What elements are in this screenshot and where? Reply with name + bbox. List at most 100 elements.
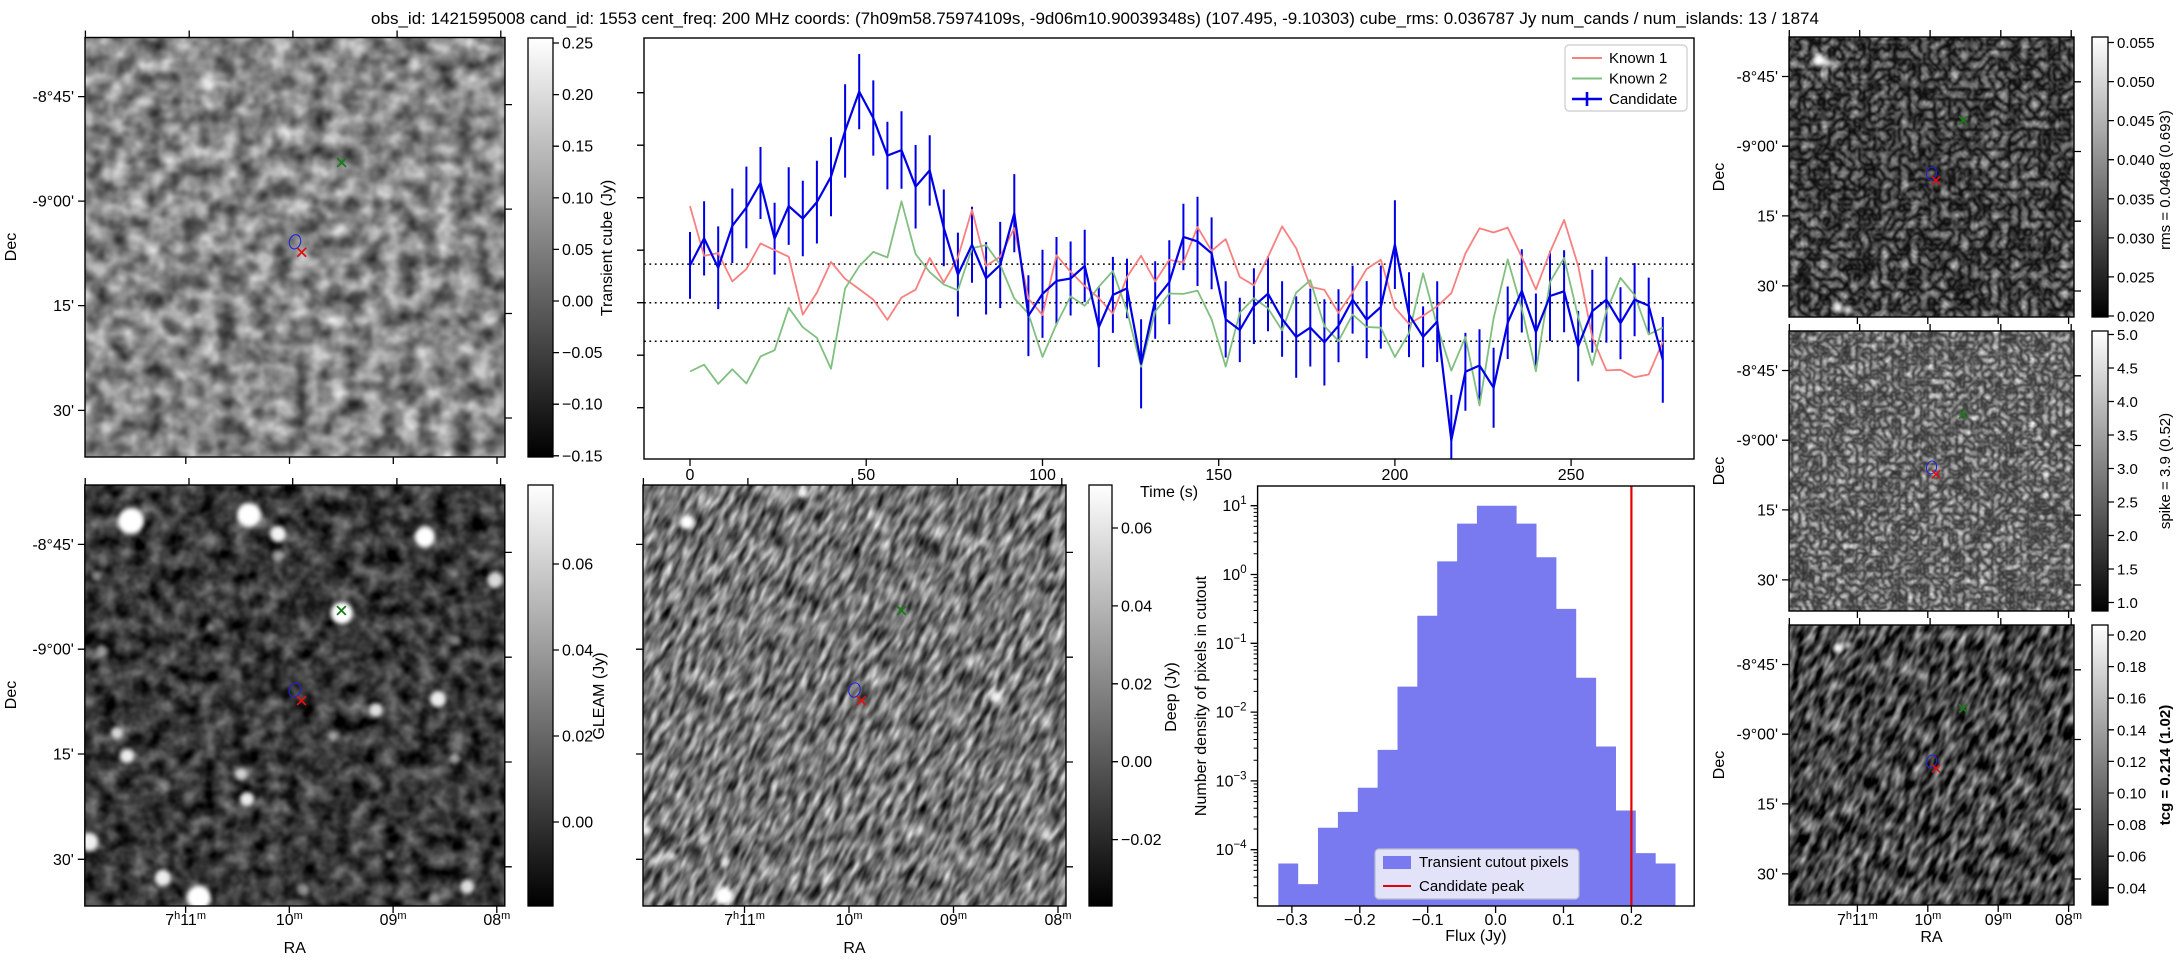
svg-text:10m: 10m — [836, 910, 863, 929]
svg-text:RA: RA — [1920, 929, 1943, 946]
svg-text:RA: RA — [284, 940, 307, 957]
svg-text:-8°45': -8°45' — [1737, 657, 1778, 674]
svg-text:30': 30' — [1757, 278, 1778, 295]
svg-text:Number density of pixels in cu: Number density of pixels in cutout — [1193, 575, 1210, 816]
svg-text:-9°00': -9°00' — [32, 642, 73, 659]
svg-text:0.18: 0.18 — [2117, 659, 2146, 676]
svg-text:09m: 09m — [380, 910, 407, 929]
svg-text:0.00: 0.00 — [1121, 754, 1152, 771]
svg-text:30': 30' — [53, 852, 74, 869]
svg-text:0.08: 0.08 — [2117, 817, 2146, 834]
svg-text:-9°00': -9°00' — [1737, 727, 1778, 744]
svg-text:1.5: 1.5 — [2117, 562, 2138, 579]
svg-text:15': 15' — [1757, 502, 1778, 519]
svg-text:7h11m: 7h11m — [1837, 910, 1878, 929]
svg-text:0.02: 0.02 — [562, 729, 593, 746]
svg-text:−0.15: −0.15 — [562, 448, 603, 465]
svg-text:08m: 08m — [483, 910, 510, 929]
svg-text:−0.3: −0.3 — [1276, 912, 1308, 929]
svg-text:0.04: 0.04 — [2117, 880, 2146, 897]
svg-text:Known 2: Known 2 — [1609, 71, 1667, 88]
svg-text:0.10: 0.10 — [562, 190, 593, 207]
svg-text:Dec: Dec — [1711, 457, 1728, 485]
svg-text:0.04: 0.04 — [1121, 598, 1152, 615]
svg-text:2.5: 2.5 — [2117, 495, 2138, 512]
svg-text:15': 15' — [1757, 796, 1778, 813]
svg-text:-8°45': -8°45' — [1737, 69, 1778, 86]
svg-text:4.0: 4.0 — [2117, 394, 2138, 411]
svg-text:0.12: 0.12 — [2117, 754, 2146, 771]
svg-text:rms = 0.0468 (0.693): rms = 0.0468 (0.693) — [2157, 110, 2174, 250]
svg-text:-9°00': -9°00' — [33, 194, 74, 211]
svg-text:4.5: 4.5 — [2117, 361, 2138, 378]
svg-text:09m: 09m — [940, 910, 967, 929]
svg-text:1.0: 1.0 — [2117, 595, 2138, 612]
svg-text:30': 30' — [1757, 866, 1778, 883]
svg-text:50: 50 — [857, 467, 875, 484]
svg-text:08m: 08m — [2055, 910, 2082, 929]
svg-text:Flux (Jy): Flux (Jy) — [1445, 928, 1506, 945]
svg-text:0.00: 0.00 — [562, 294, 593, 311]
svg-text:0.14: 0.14 — [2117, 722, 2146, 739]
svg-text:Time (s): Time (s) — [1140, 484, 1198, 501]
svg-text:Candidate: Candidate — [1609, 91, 1677, 108]
svg-text:2.0: 2.0 — [2117, 528, 2138, 545]
svg-text:10m: 10m — [276, 910, 303, 929]
svg-text:0: 0 — [686, 467, 695, 484]
svg-text:Dec: Dec — [1711, 163, 1728, 191]
svg-text:0.045: 0.045 — [2117, 113, 2155, 130]
svg-text:RA: RA — [843, 940, 866, 957]
svg-text:0.1: 0.1 — [1552, 912, 1574, 929]
svg-text:15': 15' — [53, 298, 74, 315]
svg-text:−0.2: −0.2 — [1344, 912, 1376, 929]
svg-text:200: 200 — [1382, 467, 1409, 484]
svg-text:3.0: 3.0 — [2117, 461, 2138, 478]
svg-text:-8°45': -8°45' — [1737, 363, 1778, 380]
svg-text:0.055: 0.055 — [2117, 35, 2155, 52]
svg-text:100: 100 — [1029, 467, 1056, 484]
svg-text:Dec: Dec — [3, 233, 20, 261]
svg-text:0.20: 0.20 — [562, 87, 593, 104]
svg-text:0.06: 0.06 — [1121, 521, 1152, 538]
svg-text:250: 250 — [1558, 467, 1585, 484]
svg-text:0.050: 0.050 — [2117, 74, 2155, 91]
svg-text:−0.02: −0.02 — [1121, 832, 1162, 849]
svg-text:0.06: 0.06 — [562, 557, 593, 574]
svg-text:0.16: 0.16 — [2117, 691, 2146, 708]
svg-text:spike = 3.9 (0.52): spike = 3.9 (0.52) — [2157, 413, 2174, 529]
svg-text:0.20: 0.20 — [2117, 628, 2146, 645]
svg-text:0.020: 0.020 — [2117, 309, 2155, 326]
svg-text:150: 150 — [1205, 467, 1232, 484]
svg-text:0.15: 0.15 — [562, 139, 593, 156]
svg-text:tcg = 0.214 (1.02): tcg = 0.214 (1.02) — [2157, 705, 2174, 825]
svg-text:-8°45': -8°45' — [32, 537, 73, 554]
svg-text:0.030: 0.030 — [2117, 230, 2155, 247]
svg-text:15': 15' — [53, 747, 74, 764]
svg-text:0.02: 0.02 — [1121, 676, 1152, 693]
svg-text:30': 30' — [53, 403, 74, 420]
svg-text:0.2: 0.2 — [1620, 912, 1642, 929]
svg-text:7h11m: 7h11m — [724, 910, 765, 929]
svg-text:Transient cutout pixels: Transient cutout pixels — [1419, 854, 1569, 871]
svg-text:0.0: 0.0 — [1484, 912, 1506, 929]
svg-text:Candidate peak: Candidate peak — [1419, 878, 1525, 895]
svg-text:0.04: 0.04 — [562, 643, 593, 660]
svg-text:-8°45': -8°45' — [33, 89, 74, 106]
svg-text:3.5: 3.5 — [2117, 428, 2138, 445]
svg-text:Deep (Jy): Deep (Jy) — [1163, 662, 1180, 731]
svg-text:09m: 09m — [1985, 910, 2012, 929]
svg-text:15': 15' — [1757, 208, 1778, 225]
svg-text:−0.10: −0.10 — [562, 397, 603, 414]
svg-text:7h11m: 7h11m — [165, 910, 206, 929]
svg-text:-9°00': -9°00' — [1737, 433, 1778, 450]
svg-text:−0.1: −0.1 — [1412, 912, 1444, 929]
svg-text:0.10: 0.10 — [2117, 786, 2146, 803]
svg-text:0.25: 0.25 — [562, 36, 593, 53]
svg-text:0.00: 0.00 — [562, 815, 593, 832]
svg-text:Transient cube (Jy): Transient cube (Jy) — [599, 180, 616, 316]
svg-text:10m: 10m — [1914, 910, 1941, 929]
svg-text:obs_id: 1421595008 cand_id: 15: obs_id: 1421595008 cand_id: 1553 cent_fr… — [371, 9, 1819, 28]
svg-text:08m: 08m — [1045, 910, 1072, 929]
svg-text:0.06: 0.06 — [2117, 849, 2146, 866]
svg-text:-9°00': -9°00' — [1737, 139, 1778, 156]
